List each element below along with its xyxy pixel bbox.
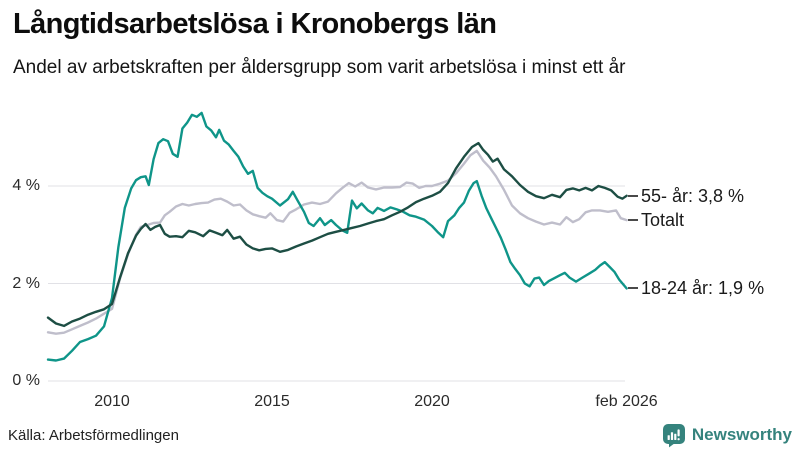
end-label-totalt: Totalt: [641, 210, 685, 231]
end-label-dash: [628, 219, 638, 222]
end-label-dash: [628, 287, 638, 290]
newsworthy-logo-icon: [662, 423, 685, 447]
x-tick-label: 2015: [254, 393, 290, 410]
y-tick-label: 2 %: [12, 274, 40, 292]
newsworthy-wordmark: Newsworthy: [691, 425, 792, 444]
newsworthy-branding: Newsworthy: [662, 422, 792, 448]
x-tick-label: 2020: [414, 393, 450, 410]
end-label-18-24-ar: 18-24 år: 1,9 %: [641, 278, 765, 299]
source-note: Källa: Arbetsförmedlingen: [8, 427, 179, 444]
y-tick-label: 4 %: [12, 177, 40, 194]
x-tick-label: 2010: [94, 393, 130, 410]
y-tick-label: 0 %: [12, 372, 40, 389]
series-line-55-ar: [46, 141, 628, 328]
series-line-totalt: [46, 149, 628, 335]
chart-subtitle: Andel av arbetskraften per åldersgrupp s…: [13, 57, 626, 78]
x-tick-label: feb 2026: [595, 393, 658, 410]
end-label-dash: [628, 194, 638, 197]
end-label-55-ar: 55- år: 3,8 %: [641, 185, 745, 206]
page-title: Långtidsarbetslösa i Kronobergs län: [13, 8, 497, 40]
